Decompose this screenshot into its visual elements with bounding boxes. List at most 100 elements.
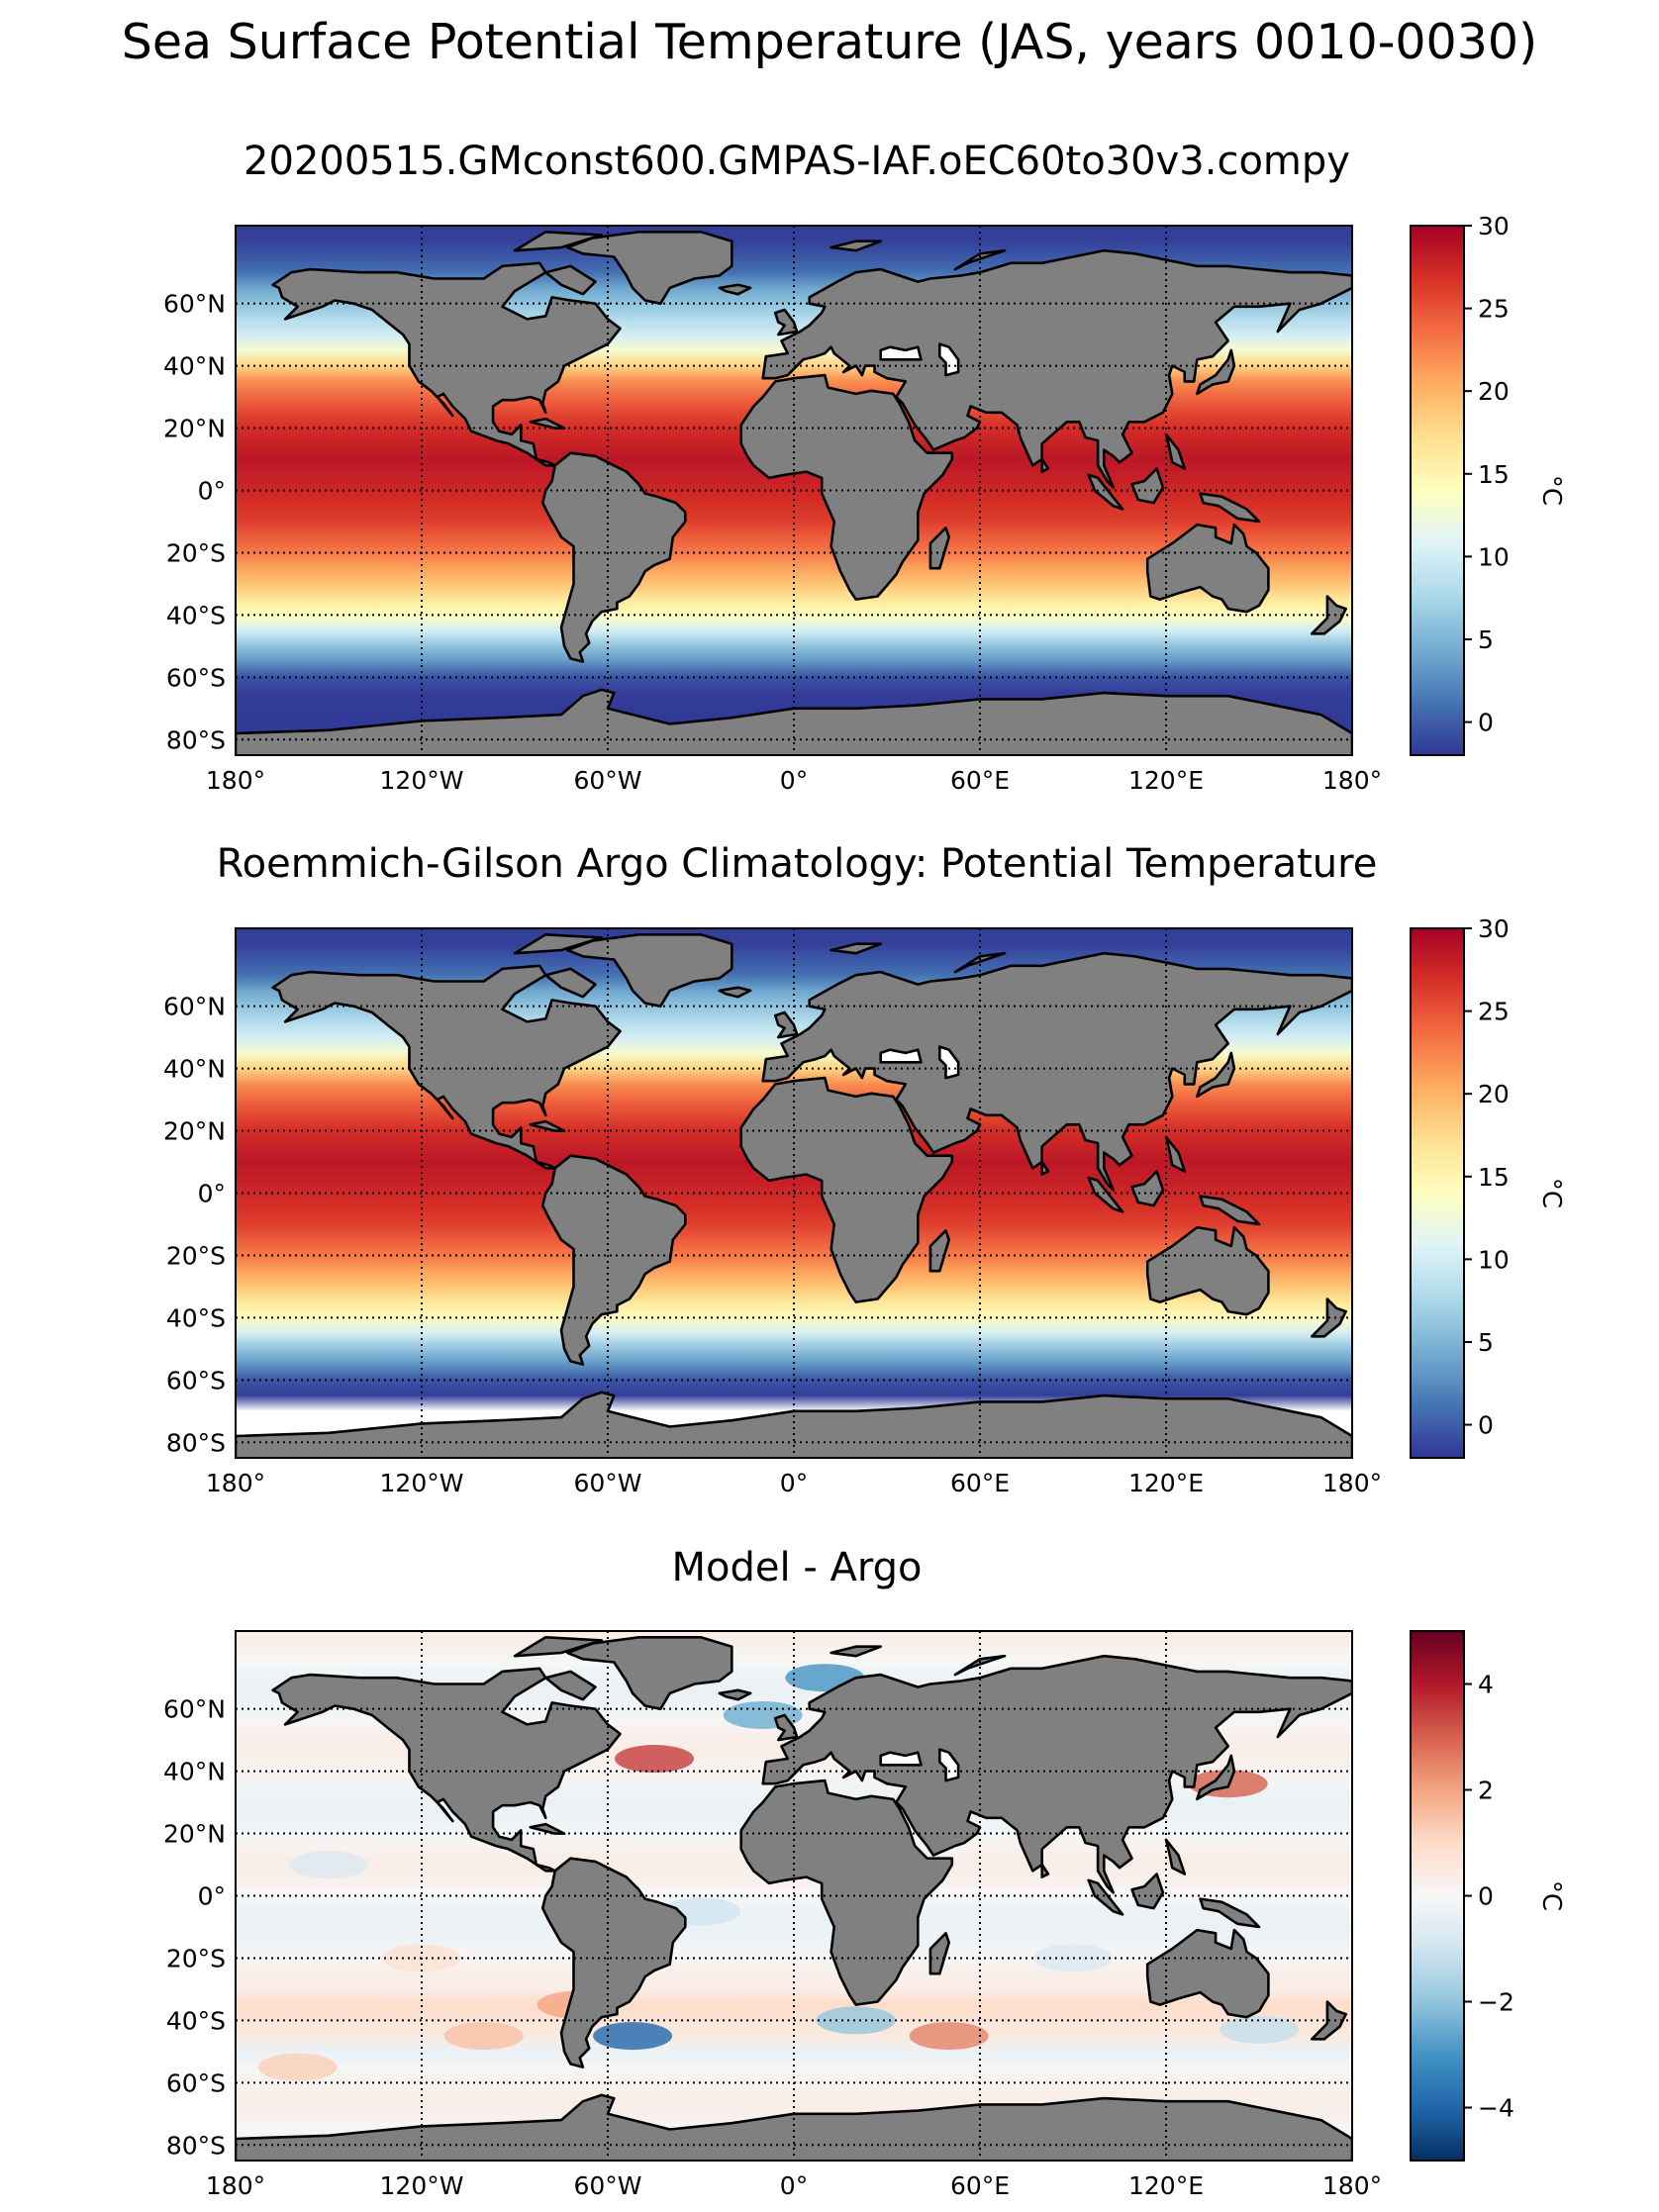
lat-tick-label: 80°S bbox=[166, 2131, 226, 2160]
land-australia bbox=[1145, 1928, 1270, 2019]
colorbar-tick-label: 0 bbox=[1478, 1411, 1494, 1440]
colorbar-tick-label: 30 bbox=[1478, 212, 1510, 240]
lat-tick-label: 0° bbox=[198, 1882, 226, 1911]
land-africa bbox=[739, 1779, 954, 2006]
lat-tick-label: 40°N bbox=[163, 352, 226, 381]
lat-tick-label: 80°S bbox=[166, 1428, 226, 1457]
land-north-america bbox=[271, 261, 622, 467]
colorbar-tick-label: 25 bbox=[1478, 998, 1510, 1026]
lat-tick-label: 40°N bbox=[163, 1055, 226, 1084]
lat-tick-label: 40°S bbox=[166, 601, 226, 629]
colorbar-bar bbox=[1410, 225, 1465, 756]
lat-tick-label: 60°N bbox=[163, 993, 226, 1021]
land-britain bbox=[773, 1713, 799, 1742]
land-south-america bbox=[540, 1857, 687, 2068]
lon-tick-label: 60°E bbox=[950, 766, 1010, 795]
panel-3-title: Model - Argo bbox=[671, 1545, 923, 1590]
bias-feature bbox=[615, 1745, 694, 1774]
land-svalbard bbox=[830, 1645, 882, 1658]
land-caspian bbox=[938, 1045, 960, 1080]
lat-tick-label: 40°S bbox=[166, 1303, 226, 1332]
map-frame bbox=[235, 927, 1353, 1459]
land-caspian bbox=[938, 1748, 960, 1782]
land-north-america bbox=[271, 964, 622, 1170]
colorbar: 0 5 10 15 20 25 30 °C bbox=[1410, 212, 1566, 756]
land-baffin bbox=[544, 1670, 597, 1701]
lon-tick-label: 180° bbox=[1322, 1469, 1382, 1497]
land-baffin bbox=[544, 967, 597, 999]
land-japan bbox=[1196, 348, 1236, 396]
lon-tick-label: 120°E bbox=[1128, 1469, 1204, 1497]
map-panel-2: 180° 120°W 60°W 0° 60°E 120°E 180° 60°N 40°N 20°N… bbox=[163, 914, 1566, 1497]
colorbar-tick-label: 25 bbox=[1478, 295, 1510, 324]
colorbar-tick-label: 0 bbox=[1478, 1882, 1494, 1911]
colorbar-bar bbox=[1410, 927, 1465, 1459]
colorbar: 0 5 10 15 20 25 30 °C bbox=[1410, 914, 1566, 1459]
land-north-america bbox=[271, 1667, 622, 1873]
lat-tick-label: 60°S bbox=[166, 1366, 226, 1395]
land-sumatra bbox=[1087, 1878, 1124, 1916]
land-black-sea bbox=[879, 1048, 923, 1064]
land-britain bbox=[773, 1010, 799, 1039]
lat-tick-label: 20°S bbox=[166, 1944, 226, 1972]
colorbar-tick-label: 5 bbox=[1478, 1328, 1494, 1357]
lon-tick-label: 60°E bbox=[950, 2171, 1010, 2200]
lat-tick-label: 40°S bbox=[166, 2006, 226, 2035]
lat-tick-label: 60°S bbox=[166, 663, 226, 692]
lat-tick-label: 20°N bbox=[163, 1117, 226, 1146]
gridlines bbox=[236, 1631, 1352, 2161]
lon-tick-label: 120°E bbox=[1128, 766, 1204, 795]
bias-feature bbox=[1220, 2015, 1299, 2044]
land-borneo bbox=[1130, 1873, 1165, 1910]
land-australia bbox=[1145, 1225, 1270, 1316]
land-eurasia bbox=[761, 1654, 1352, 1894]
land-svalbard bbox=[830, 942, 882, 955]
bias-feature bbox=[593, 2022, 673, 2051]
land-madagascar bbox=[928, 527, 950, 570]
lon-tick-label: 120°W bbox=[380, 1469, 464, 1497]
land-novaya-zemlya bbox=[953, 1654, 1007, 1677]
lon-tick-label: 180° bbox=[1322, 766, 1382, 795]
lat-tick-label: 40°N bbox=[163, 1758, 226, 1786]
land-eurasia bbox=[761, 951, 1352, 1192]
land-sri-lanka bbox=[1040, 1160, 1050, 1176]
land-philippines bbox=[1164, 1838, 1187, 1875]
map-panel-3: 180° 120°W 60°W 0° 60°E 120°E 180° 60°N 40°N 20°N… bbox=[163, 1630, 1566, 2200]
land-sumatra bbox=[1087, 473, 1124, 511]
land-black-sea bbox=[879, 345, 923, 361]
bias-feature bbox=[816, 2006, 896, 2035]
land-new-guinea bbox=[1199, 1195, 1261, 1226]
colorbar-tick-label: 4 bbox=[1478, 1671, 1494, 1699]
land-sumatra bbox=[1087, 1176, 1124, 1213]
land-iceland bbox=[718, 1688, 752, 1701]
lon-tick-label: 120°W bbox=[380, 2171, 464, 2200]
panel-1-title: 20200515.GMconst600.GMPAS-IAF.oEC60to30v… bbox=[244, 139, 1350, 184]
land-britain bbox=[773, 308, 799, 337]
lat-tick-label: 80°S bbox=[166, 725, 226, 754]
lon-tick-label: 180° bbox=[1322, 2171, 1382, 2200]
land-novaya-zemlya bbox=[953, 248, 1007, 271]
colorbar-tick-label: −2 bbox=[1478, 1988, 1514, 2017]
colorbar-label: °C bbox=[1536, 475, 1566, 506]
lat-tick-label: 20°S bbox=[166, 1241, 226, 1270]
bias-feature bbox=[909, 2022, 989, 2051]
lon-tick-label: 60°W bbox=[573, 1469, 641, 1497]
colorbar-tick-label: 20 bbox=[1478, 1080, 1510, 1108]
colorbar-label: °C bbox=[1536, 1178, 1566, 1208]
land-ellesmere bbox=[513, 1636, 603, 1658]
panel-2-title: Roemmich-Gilson Argo Climatology: Potent… bbox=[216, 841, 1378, 887]
bias-feature bbox=[289, 1851, 368, 1879]
land-cuba bbox=[529, 1119, 566, 1132]
bias-feature bbox=[257, 2053, 338, 2081]
lat-tick-label: 0° bbox=[198, 477, 226, 506]
land-cuba bbox=[529, 1822, 566, 1835]
land-south-america bbox=[540, 1154, 687, 1366]
lat-tick-label: 20°N bbox=[163, 1820, 226, 1849]
bias-feature bbox=[443, 2022, 524, 2051]
land-borneo bbox=[1130, 1170, 1165, 1207]
gridlines bbox=[236, 226, 1352, 755]
lon-tick-label: 60°W bbox=[573, 766, 641, 795]
colorbar-tick-label: 30 bbox=[1478, 914, 1510, 943]
lat-tick-label: 60°N bbox=[163, 290, 226, 319]
colorbar-tick-label: 0 bbox=[1478, 709, 1494, 737]
